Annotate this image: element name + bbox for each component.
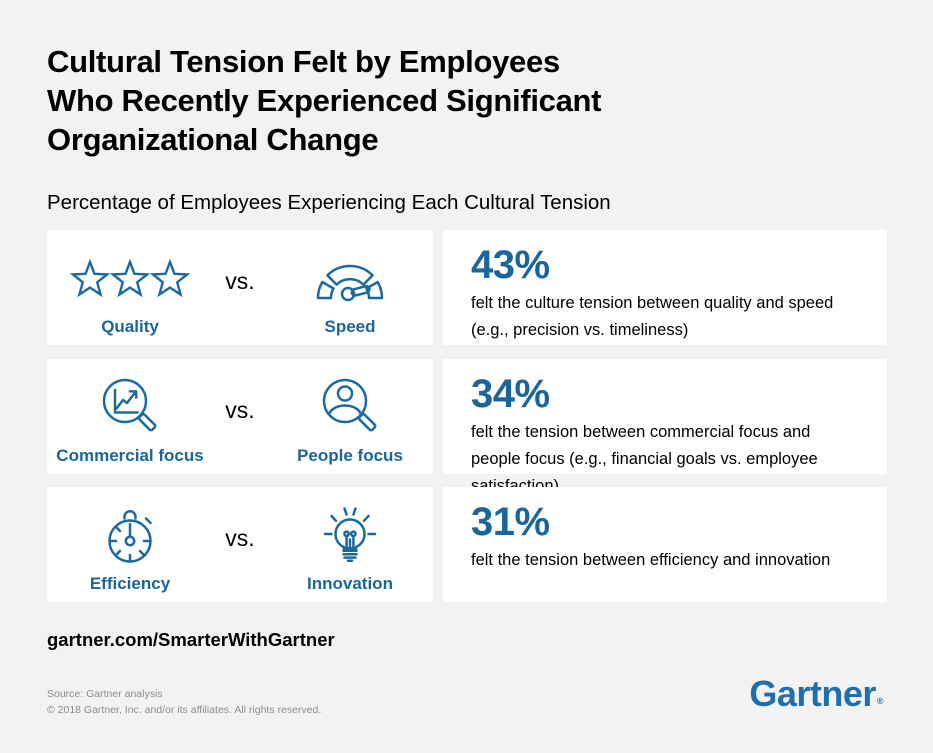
stat-value: 43% bbox=[471, 243, 550, 287]
tension-left-efficiency: Efficiency bbox=[51, 487, 209, 594]
copyright-text: © 2018 Gartner, Inc. and/or its affiliat… bbox=[47, 704, 322, 716]
speedometer-icon bbox=[312, 247, 388, 311]
tension-left-commercial: Commercial focus bbox=[51, 359, 209, 466]
stat-description: felt the culture tension between quality… bbox=[471, 294, 834, 339]
stat-description: felt the tension between efficiency and … bbox=[471, 551, 831, 569]
stat-value: 34% bbox=[471, 371, 550, 416]
tension-label: Efficiency bbox=[89, 574, 171, 593]
source-text: Source: Gartner analysis bbox=[47, 688, 163, 700]
tension-label: Quality bbox=[101, 317, 159, 336]
stopwatch-icon bbox=[98, 504, 162, 568]
tension-left-quality: Quality bbox=[51, 230, 209, 337]
tension-right-innovation: Innovation bbox=[271, 487, 429, 594]
tension-label: Speed bbox=[324, 317, 376, 336]
vs-text: vs. bbox=[225, 268, 255, 294]
stat-value: 31% bbox=[471, 500, 550, 544]
gartner-logo-text: Gartner bbox=[749, 673, 876, 714]
page-subtitle: Percentage of Employees Experiencing Eac… bbox=[47, 191, 611, 214]
stat-card-quality-speed: 43% felt the culture tension between qua… bbox=[443, 230, 886, 345]
vs-text: vs. bbox=[225, 525, 255, 551]
tension-label: Commercial focus bbox=[56, 445, 204, 465]
registered-mark: ® bbox=[876, 696, 884, 706]
stat-card-efficiency-innovation: 31% felt the tension between efficiency … bbox=[443, 487, 886, 602]
tension-label: People focus bbox=[297, 445, 403, 465]
tension-label: Innovation bbox=[307, 574, 393, 593]
tension-card-efficiency-innovation: Efficiency vs. bbox=[47, 487, 433, 602]
stat-card-commercial-people: 34% felt the tension between commercial … bbox=[443, 358, 886, 495]
tension-card-commercial-people: Commercial focus vs. People focus bbox=[47, 358, 433, 474]
page-title: Cultural Tension Felt by Employees Who R… bbox=[47, 44, 602, 157]
vs-text: vs. bbox=[225, 396, 255, 423]
magnifier-chart-icon bbox=[97, 376, 163, 440]
lightbulb-icon bbox=[314, 504, 386, 568]
smarter-with-gartner-link[interactable]: gartner.com/SmarterWithGartner bbox=[47, 629, 335, 650]
three-stars-icon bbox=[69, 247, 191, 311]
tension-card-quality-speed: Quality vs. Speed bbox=[47, 230, 433, 345]
gartner-logo: Gartner® bbox=[749, 674, 883, 721]
tension-right-speed: Speed bbox=[271, 230, 429, 337]
source-block: Source: Gartner analysis © 2018 Gartner,… bbox=[47, 686, 321, 718]
tension-right-people: People focus bbox=[271, 359, 429, 466]
tension-grid: Quality vs. Speed bbox=[47, 230, 886, 602]
magnifier-person-icon bbox=[317, 376, 383, 440]
